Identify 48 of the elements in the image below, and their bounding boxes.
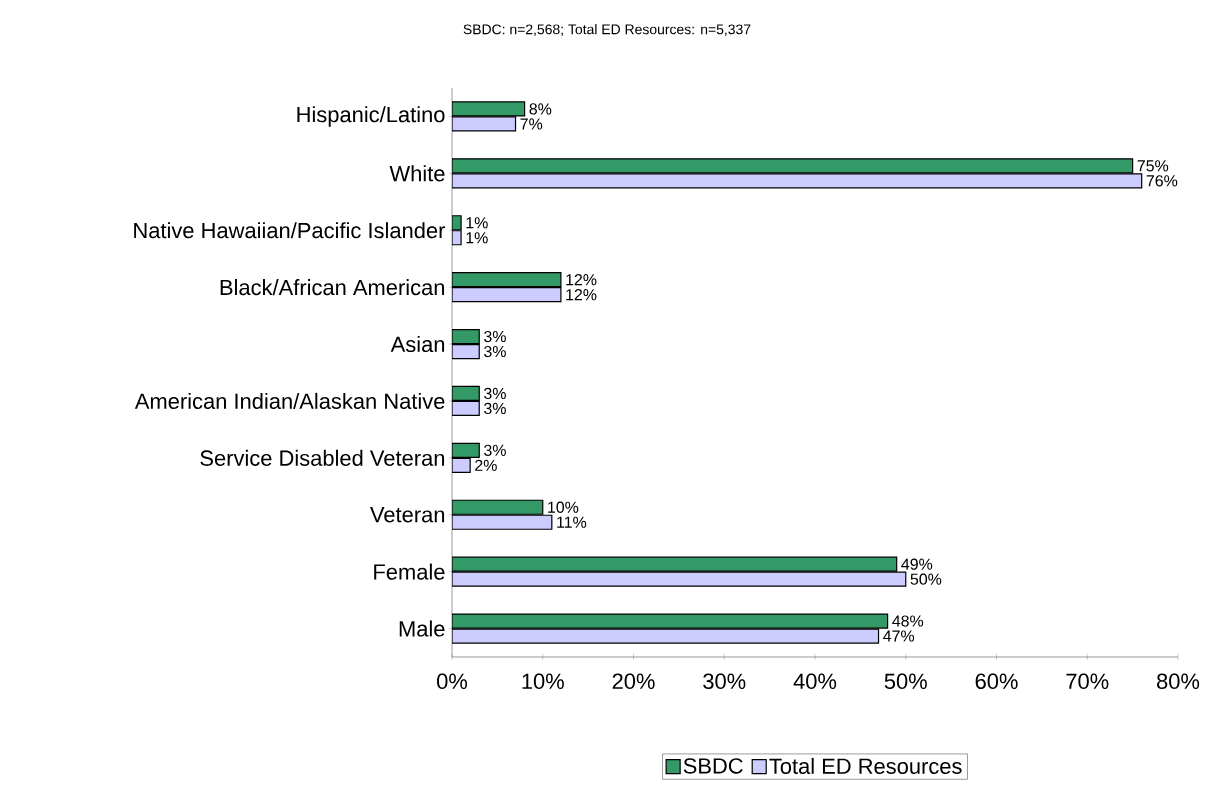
data-label: 10% — [548, 501, 579, 513]
data-label: 3% — [484, 330, 506, 343]
bar — [452, 287, 562, 303]
data-label: 3% — [484, 444, 506, 456]
data-label: 50% — [910, 573, 942, 585]
data-label: 49% — [901, 558, 933, 570]
bar — [452, 173, 1143, 189]
data-label: 1% — [466, 232, 488, 244]
data-label: 2% — [475, 459, 497, 471]
x-tick-label: 20% — [612, 673, 655, 690]
data-label: 12% — [566, 289, 597, 301]
legend-label: Total ED Resources — [769, 757, 962, 775]
data-label: 7% — [520, 118, 543, 130]
y-tick-label: Black/African American — [220, 279, 445, 296]
y-tick-label: Male — [399, 620, 445, 637]
y-tick-label: Female — [374, 563, 445, 580]
y-tick-label: Veteran — [370, 507, 445, 523]
y-tick-label: Native Hawaiian/Pacific Islander — [134, 222, 446, 239]
y-tick-label: Asian — [390, 335, 445, 353]
bar — [452, 272, 562, 288]
x-tick-label: 60% — [975, 673, 1018, 690]
legend-label: SBDC — [683, 758, 743, 774]
x-tick-label: 40% — [793, 673, 837, 690]
x-tick-label: 80% — [1157, 673, 1200, 690]
x-tick-label: 50% — [884, 673, 927, 690]
x-tick-label: 30% — [703, 673, 746, 690]
data-label: 48% — [892, 615, 924, 627]
data-label: 1% — [466, 217, 488, 229]
bar — [452, 499, 544, 515]
data-label: 12% — [566, 274, 597, 286]
data-label: 3% — [484, 402, 506, 415]
data-label: 76% — [1146, 175, 1178, 187]
bar — [452, 158, 1134, 174]
data-label: 75% — [1137, 160, 1169, 172]
y-tick-label: White — [389, 165, 445, 182]
bar — [452, 514, 553, 530]
data-label: 3% — [484, 345, 506, 358]
y-tick-label: Hispanic/Latino — [297, 106, 445, 127]
chart-title: SBDC: n=2,568; Total ED Resources: n=5,337 — [463, 24, 751, 36]
data-label: 11% — [557, 516, 587, 528]
y-tick-label: American Indian/Alaskan Native — [134, 392, 445, 409]
data-label: 8% — [529, 103, 552, 115]
data-label: 47% — [883, 630, 915, 642]
x-tick-label: 70% — [1066, 673, 1109, 690]
x-tick-label: 10% — [522, 673, 564, 690]
x-tick-label: 0% — [437, 673, 468, 690]
data-label: 3% — [484, 387, 506, 400]
y-tick-label: Service Disabled Veteran — [200, 449, 445, 466]
